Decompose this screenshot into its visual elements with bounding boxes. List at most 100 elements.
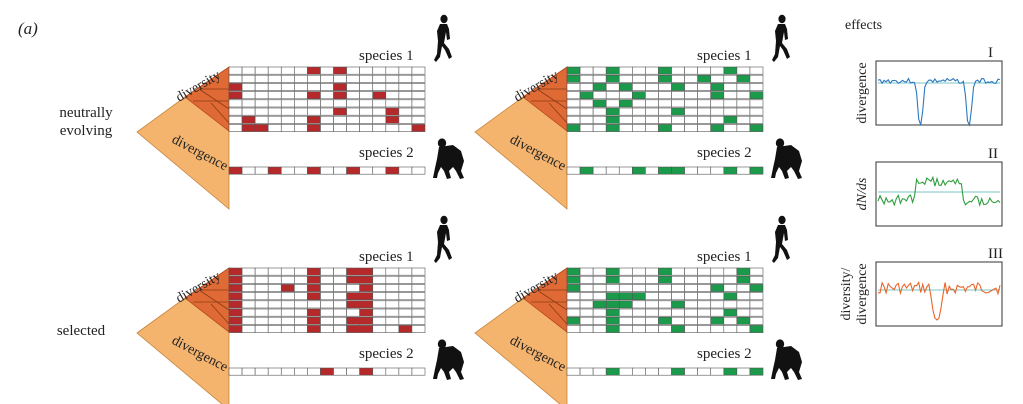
selected-green-row5-site2 [592, 308, 607, 317]
neutral-green-row3-site13 [736, 91, 751, 100]
selected-red-row1-site4 [280, 275, 295, 284]
neutral-green-species2-site2 [592, 166, 607, 175]
neutral-green-row2-site1 [579, 83, 594, 91]
selected-red-row3-site0 [228, 292, 243, 301]
selected-red-row2-site3 [267, 284, 282, 292]
selected-red-species2-site0 [228, 367, 243, 376]
selected-green-row0-site3 [605, 267, 620, 276]
selected-red-species2-site7 [320, 367, 334, 376]
selected-green-row0-site10 [697, 267, 712, 276]
selected-red-row1-site13 [398, 275, 413, 284]
selected-green-row1-site8 [671, 275, 685, 284]
selected-red-species2-icon-body [433, 346, 464, 380]
selected-red-row4-site8 [333, 300, 347, 309]
selected-green-row0-site4 [618, 267, 633, 276]
neutral-green-row1-site6 [645, 74, 659, 83]
neutral-red-row3-site14 [411, 91, 426, 100]
selected-red-species1-icon [434, 215, 452, 263]
selected-green-species2-site14 [749, 367, 764, 376]
neutral-green-row6-site8 [671, 115, 685, 124]
selected-red-row0-site9 [346, 267, 360, 276]
neutral-green-row4-site5 [632, 99, 646, 108]
selected-red-species2-site11 [372, 367, 387, 376]
selected-red-species1-icon-body [434, 225, 452, 263]
neutral-green-row7-site4 [618, 124, 633, 132]
neutral-red-row0-site11 [372, 66, 387, 75]
neutral-green-row3-site4 [618, 91, 633, 100]
neutral-green-species2-icon-head [775, 138, 785, 148]
neutral-red-species2-site5 [294, 166, 308, 175]
neutral-red-row7-site4 [280, 124, 295, 132]
selected-green-species2-site12 [723, 367, 738, 376]
selected-red-row0-site2 [254, 267, 269, 276]
selected-green-species2-icon [771, 339, 802, 380]
neutral-red-row7-site5 [294, 124, 308, 132]
neutral-green-row7-site9 [684, 124, 698, 132]
selected-green-row7-site1 [579, 325, 594, 333]
neutral-green-row6-site10 [697, 115, 712, 124]
selected-green-row4-site6 [645, 300, 659, 309]
selected-red-row3-site1 [241, 292, 256, 301]
selected-red-species2-site12 [385, 367, 400, 376]
effect-plot-2-frame [875, 161, 1003, 227]
neutral-green-species1-label: species 1 [697, 48, 752, 64]
selected-red-row2-site2 [254, 284, 269, 292]
neutral-green-tree-branch-2 [548, 102, 568, 124]
selected-red-row5-site7 [320, 308, 334, 317]
neutral-green-row7-site10 [697, 124, 712, 132]
selected-red-row6-site3 [267, 316, 282, 325]
neutral-red-row2-site5 [294, 83, 308, 91]
neutral-green-row4-site4 [618, 99, 633, 108]
neutral-red-row4-site10 [359, 99, 374, 108]
selected-green-row5-site8 [671, 308, 685, 317]
effect-plot-1-ylabel-0: divergence [855, 62, 870, 123]
neutral-red-row6-site4 [280, 115, 295, 124]
selected-green-row1-site9 [684, 275, 698, 284]
selected-green-row2-site12 [723, 284, 738, 292]
neutral-red-row0-site12 [385, 66, 400, 75]
selected-green-row7-site4 [618, 325, 633, 333]
neutral-green-row3-site8 [671, 91, 685, 100]
neutral-green-row3-site6 [645, 91, 659, 100]
effect-plot-1-frame [875, 60, 1003, 126]
neutral-red-row4-site1 [241, 99, 256, 108]
selected-green-row3-site0 [566, 292, 581, 301]
selected-green-row7-site5 [632, 325, 646, 333]
selected-red-row3-site2 [254, 292, 269, 301]
selected-green-species2-icon-body [771, 346, 802, 380]
selected-green-row0-site2 [592, 267, 607, 276]
selected-green-row7-site11 [710, 325, 725, 333]
selected-green-row1-site3 [605, 275, 620, 284]
selected-red-row3-site5 [294, 292, 308, 301]
neutral-red-species2-site4 [280, 166, 295, 175]
neutral-red-row0-site0 [228, 66, 243, 75]
neutral-red-row1-site14 [411, 74, 426, 83]
selected-green-row0-site11 [710, 267, 725, 276]
selected-red-tree-branch-1 [198, 289, 230, 311]
selected-green-row3-site11 [710, 292, 725, 301]
selected-green-row1-site5 [632, 275, 646, 284]
neutral-red-species2-icon-head [437, 138, 447, 148]
neutral-red-species2-label: species 2 [359, 145, 414, 161]
neutral-red-row4-site3 [267, 99, 282, 108]
neutral-red-row3-site12 [385, 91, 400, 100]
neutral-green-row1-site3 [605, 74, 620, 83]
selected-red-row4-site14 [411, 300, 426, 309]
neutral-green-row3-site5 [632, 91, 646, 100]
selected-red-row4-site0 [228, 300, 243, 309]
selected-red-row1-site5 [294, 275, 308, 284]
neutral-red-row6-site9 [346, 115, 360, 124]
selected-red-row2-site8 [333, 284, 347, 292]
neutral-red-species1-icon-body [434, 24, 452, 62]
selected-red-row7-site3 [267, 325, 282, 333]
selected-green-row0-site12 [723, 267, 738, 276]
neutral-green-row0-site12 [723, 66, 738, 75]
neutral-red-row0-site3 [267, 66, 282, 75]
neutral-green-row4-site13 [736, 99, 751, 108]
selected-red-row3-site13 [398, 292, 413, 301]
selected-green-species2-site10 [697, 367, 712, 376]
neutral-green-species2-site3 [605, 166, 620, 175]
selected-red-row3-site6 [307, 292, 321, 301]
selected-green-row0-site14 [749, 267, 764, 276]
selected-red-species2-site6 [307, 367, 321, 376]
